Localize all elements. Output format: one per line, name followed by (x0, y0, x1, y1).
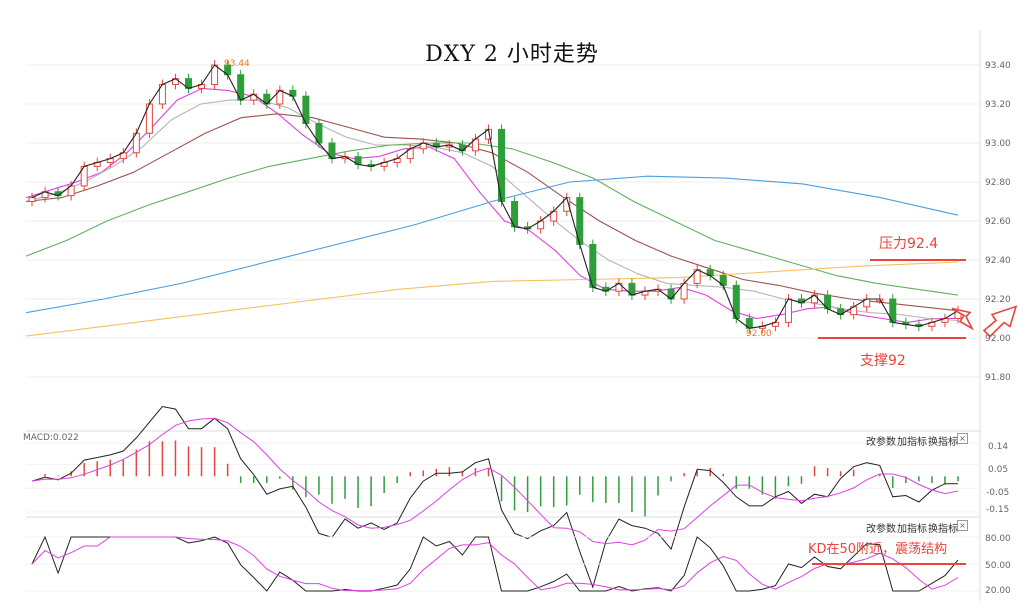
kd-params-button[interactable]: 改参数 (866, 524, 896, 535)
price-tick: 93.00 (985, 139, 1011, 149)
up-arrow-icon (982, 305, 1018, 338)
kd-tick: 80.00 (985, 534, 1011, 544)
kd-close-icon[interactable]: × (957, 520, 968, 531)
macd-tick: 0.05 (988, 465, 1009, 475)
kd-add-button[interactable]: 加指标 (897, 524, 927, 535)
low-marker: 92.00 (746, 329, 772, 339)
price-tick: 92.00 (985, 334, 1011, 344)
chart-title: DXY 2 小时走势 (425, 42, 599, 67)
kd-tick: 50.00 (985, 561, 1011, 571)
macd-dif-line (31, 405, 958, 589)
macd-close-icon[interactable]: × (957, 433, 968, 444)
price-tick: 92.80 (985, 178, 1011, 188)
macd-swap-button[interactable]: 换指标 (928, 437, 958, 448)
macd-tick: -0.05 (986, 488, 1010, 498)
candle-body (28, 197, 36, 203)
price-tick: 92.40 (985, 256, 1011, 266)
price-tick: 91.80 (985, 373, 1011, 383)
price-tick: 92.60 (985, 217, 1011, 227)
kd-d-line (31, 536, 959, 592)
macd-label: MACD:0.022 (23, 433, 79, 443)
macd-add-button[interactable]: 加指标 (897, 437, 927, 448)
macd-tick: -0.15 (986, 505, 1010, 515)
macd-params-button[interactable]: 改参数 (866, 437, 896, 448)
kd-tick: 20.00 (985, 586, 1011, 596)
macd-dea-line (31, 417, 959, 546)
kd-swap-button[interactable]: 换指标 (928, 524, 958, 535)
ma20-line (25, 99, 959, 322)
ma5-line (31, 64, 959, 329)
support-label: 支撑92 (860, 353, 906, 369)
ma120-line (25, 175, 959, 314)
ma10-line (25, 87, 958, 323)
kd-k-line (31, 535, 959, 592)
price-tick: 93.40 (985, 61, 1011, 71)
ma30-line (25, 113, 959, 312)
down-arrow-icon (951, 307, 974, 331)
kd-annotation: KD在50附近，震荡结构 (808, 542, 948, 557)
ma250-line (25, 261, 959, 337)
resistance-label: 压力92.4 (879, 236, 939, 252)
price-tick: 93.20 (985, 100, 1011, 110)
macd-tick: 0.14 (988, 442, 1009, 452)
price-tick: 92.20 (985, 295, 1011, 305)
high-marker: 93.44 (224, 59, 250, 69)
